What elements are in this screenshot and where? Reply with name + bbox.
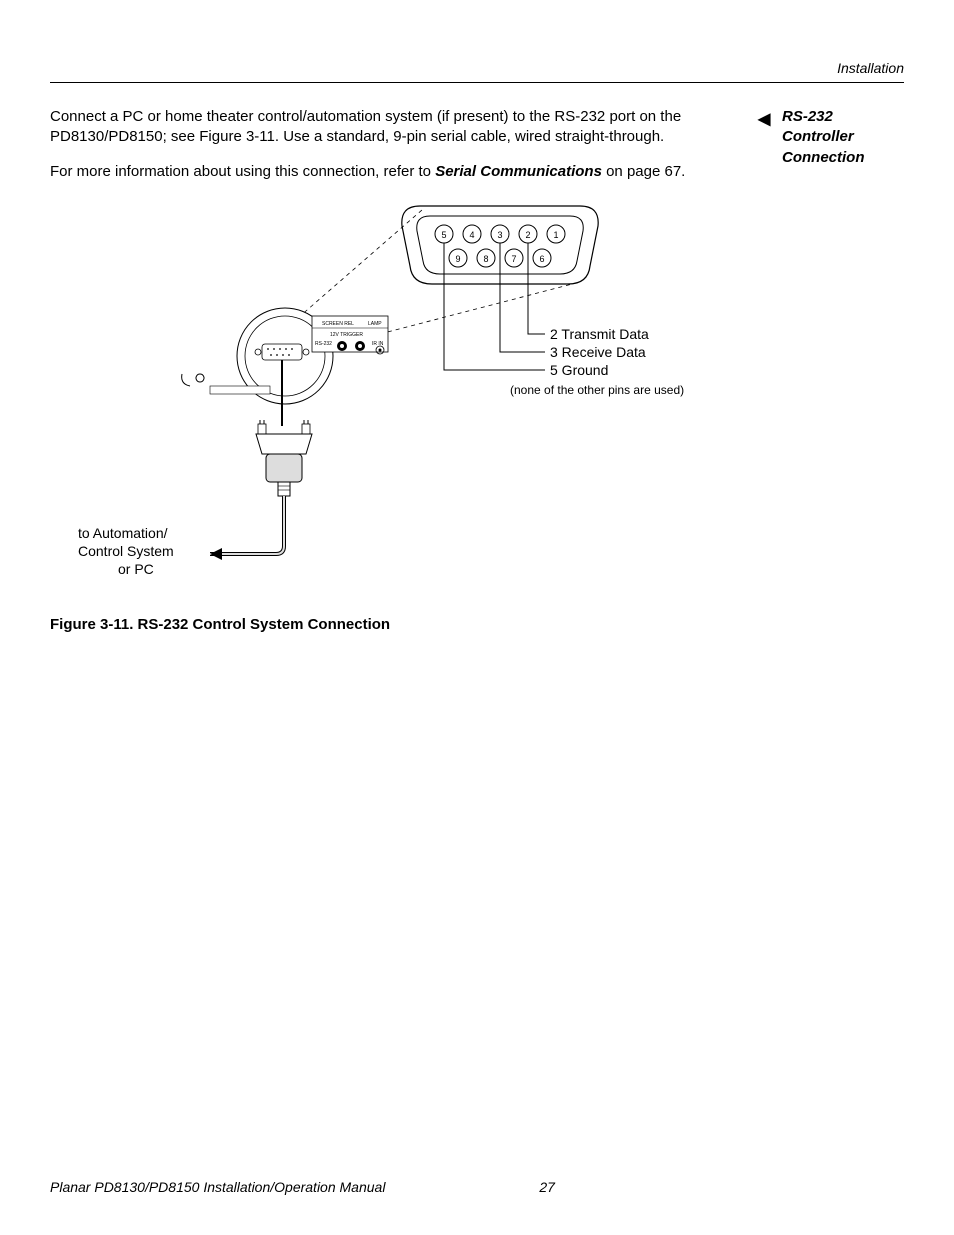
page-footer: Planar PD8130/PD8150 Installation/Operat… [50, 1179, 904, 1195]
svg-text:8: 8 [483, 254, 488, 264]
para2-pre: For more information about using this co… [50, 163, 435, 180]
device-rs232-port [255, 344, 309, 360]
section-title: Installation [837, 60, 904, 76]
pin-label-3: 3 Receive Data [550, 344, 646, 360]
svg-text:3: 3 [497, 230, 502, 240]
paragraph-1: Connect a PC or home theater control/aut… [50, 107, 730, 148]
pin-label-5: 5 Ground [550, 362, 608, 378]
svg-text:6: 6 [539, 254, 544, 264]
figure-caption: Figure 3-11. RS-232 Control System Conne… [50, 616, 730, 633]
svg-text:7: 7 [511, 254, 516, 264]
para2-post: on page 67. [602, 163, 685, 180]
svg-text:5: 5 [441, 230, 446, 240]
footer-page: 27 [539, 1179, 555, 1195]
svg-text:LAMP: LAMP [368, 321, 382, 327]
page-header: Installation [50, 60, 904, 76]
dest-line1: to Automation/ [78, 525, 168, 541]
dest-line3: or PC [118, 561, 154, 577]
header-rule [50, 82, 904, 83]
dest-line2: Control System [78, 543, 174, 559]
svg-text:SCREEN REL: SCREEN REL [322, 321, 354, 327]
side-heading-line1: RS-232 Controller [782, 108, 854, 145]
paragraph-2: For more information about using this co… [50, 162, 730, 182]
main-column: Connect a PC or home theater control/aut… [50, 107, 730, 633]
svg-text:1: 1 [553, 230, 558, 240]
svg-text:12V TRIGGER: 12V TRIGGER [330, 332, 363, 338]
side-column: ◀ RS-232 Controller Connection [760, 107, 904, 633]
pin-note: (none of the other pins are used) [510, 383, 684, 397]
projector-device: SCREEN REL LAMP 12V TRIGGER RS-232 IR IN [182, 308, 388, 404]
pin-label-2: 2 Transmit Data [550, 326, 649, 342]
footer-title: Planar PD8130/PD8150 Installation/Operat… [50, 1179, 385, 1195]
figure-diagram: 5 4 3 2 1 9 8 [50, 196, 730, 596]
left-arrow-icon: ◀ [758, 109, 770, 131]
svg-text:4: 4 [469, 230, 474, 240]
serial-comms-ref: Serial Communications [435, 163, 602, 180]
svg-text:2: 2 [525, 230, 530, 240]
svg-text:RS-232: RS-232 [315, 341, 332, 347]
content-row: Connect a PC or home theater control/aut… [50, 107, 904, 633]
svg-text:9: 9 [455, 254, 460, 264]
side-heading: ◀ RS-232 Controller Connection [760, 107, 904, 168]
cable-arrow-icon [210, 548, 222, 560]
side-heading-line2: Connection [782, 149, 865, 166]
